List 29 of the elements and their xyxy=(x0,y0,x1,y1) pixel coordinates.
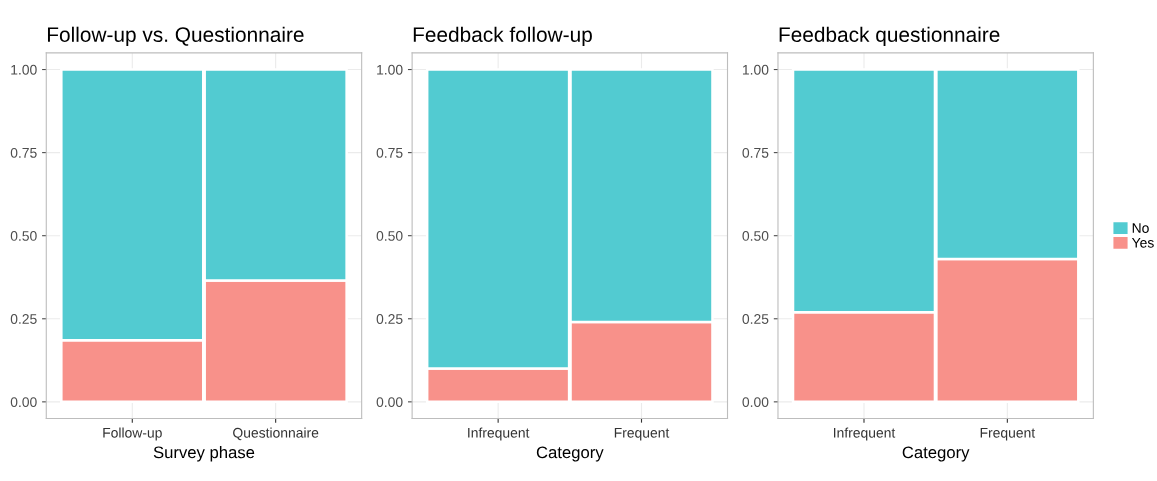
y-tick-label: 0.75 xyxy=(10,147,37,158)
y-tick-label: 1.00 xyxy=(377,64,403,75)
y-tick-label: 0.50 xyxy=(742,231,769,241)
y-tick-label: 1.00 xyxy=(742,64,769,75)
x-tick-label: Infrequent xyxy=(468,427,530,441)
legend-label: Yes xyxy=(1131,237,1154,248)
chart-title: Follow-up vs. Questionnaire xyxy=(47,26,304,47)
y-tick-label: 0.00 xyxy=(742,397,769,408)
y-tick-label: 0.50 xyxy=(376,231,403,241)
chart-title: Feedback questionnaire xyxy=(779,26,1000,47)
x-tick-label: Frequent xyxy=(614,428,670,441)
x-tick-label: Questionnaire xyxy=(233,427,319,441)
y-tick-label: 0.00 xyxy=(10,397,37,408)
chart-title: Feedback follow-up xyxy=(413,26,592,47)
x-axis-title: Survey phase xyxy=(153,446,255,462)
x-axis-title: Category xyxy=(902,446,970,462)
x-tick-label: Frequent xyxy=(980,428,1036,441)
legend-label: No xyxy=(1132,223,1149,233)
x-axis-title: Category xyxy=(536,446,604,462)
y-tick-label: 0.25 xyxy=(10,314,37,324)
y-tick-label: 0.25 xyxy=(376,314,403,324)
y-tick-label: 0.75 xyxy=(742,147,769,158)
y-tick-label: 0.75 xyxy=(376,147,403,158)
x-tick-label: Infrequent xyxy=(834,427,896,441)
y-tick-label: 1.00 xyxy=(11,64,37,75)
x-tick-label: Follow-up xyxy=(103,427,162,441)
y-tick-label: 0.25 xyxy=(742,314,769,324)
y-tick-label: 0.50 xyxy=(10,231,37,241)
y-tick-label: 0.00 xyxy=(376,397,403,408)
